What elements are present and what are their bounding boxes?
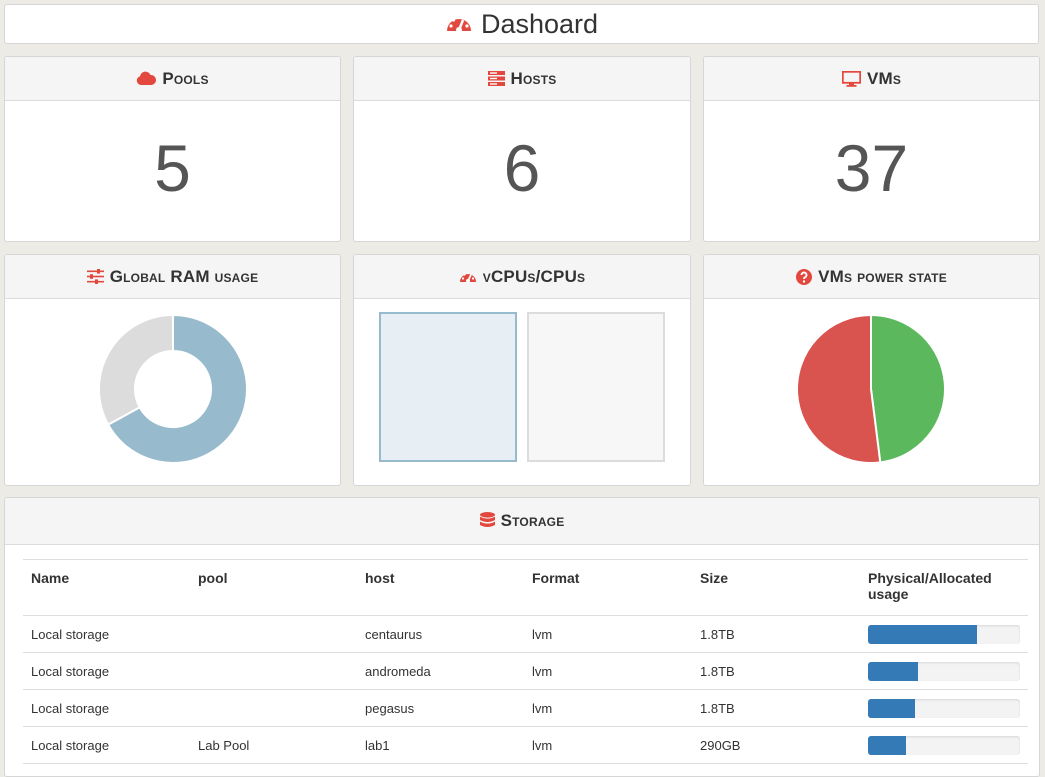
server-icon (487, 71, 505, 86)
storage-panel: Storage Name pool host Format Size Physi… (4, 497, 1040, 777)
monitor-icon (841, 70, 861, 87)
storage-format-cell: lvm (524, 689, 692, 727)
bar-vCPUs[interactable] (379, 312, 517, 462)
storage-usage-cell (860, 652, 1028, 690)
pie-slice-free[interactable] (98, 313, 174, 427)
storage-name-cell: Local storage (23, 726, 190, 764)
sliders-icon (86, 269, 104, 284)
usage-progress-bar (868, 698, 1020, 718)
column-header-format[interactable]: Format (524, 559, 692, 616)
column-header-size[interactable]: Size (692, 559, 860, 616)
power-state-header: VMs power state (704, 255, 1039, 299)
ram-donut-chart (98, 313, 248, 464)
pools-panel-header: Pools (5, 57, 340, 101)
vcpu-panel: vCPUs/CPUs (353, 254, 691, 486)
storage-name-cell: Local storage (23, 689, 190, 727)
storage-format-cell: lvm (524, 615, 692, 653)
column-header-pool[interactable]: pool (190, 559, 357, 616)
usage-progress-bar (868, 735, 1020, 755)
usage-progress-bar (868, 624, 1020, 644)
pie-slice-used[interactable] (106, 313, 248, 464)
pie-slice-running[interactable] (870, 313, 946, 464)
dashboard-icon (445, 11, 473, 37)
vms-label: VMs (866, 68, 902, 88)
ram-usage-title: Global RAM usage (109, 266, 259, 286)
page-title-bar: Dashoard (4, 4, 1039, 44)
storage-name-cell: Local storage (23, 615, 190, 653)
storage-pool-cell (190, 652, 357, 690)
cloud-icon (136, 71, 157, 86)
column-header-usage[interactable]: Physical/Allocated usage (860, 559, 1028, 616)
vms-panel-header: VMs (704, 57, 1039, 101)
storage-host-cell: pegasus (357, 689, 524, 727)
database-icon (479, 512, 495, 530)
ram-usage-panel: Global RAM usage (4, 254, 341, 486)
ram-usage-header: Global RAM usage (5, 255, 340, 299)
storage-format-cell: lvm (524, 726, 692, 764)
dashboard-icon (459, 269, 477, 284)
storage-title: Storage (500, 511, 565, 530)
usage-progress-fill (868, 735, 906, 755)
storage-host-cell: centaurus (357, 615, 524, 653)
pools-label: Pools (162, 68, 209, 88)
storage-host-cell: lab1 (357, 726, 524, 764)
question-circle-icon (796, 268, 813, 285)
power-state-pie-chart (796, 313, 946, 464)
usage-progress-fill (868, 698, 916, 718)
storage-size-cell: 290GB (692, 726, 860, 764)
vms-panel: VMs 37 (703, 56, 1040, 242)
vms-count: 37 (834, 131, 909, 205)
power-state-panel: VMs power state (703, 254, 1040, 486)
storage-host-cell: andromeda (357, 652, 524, 690)
bar-CPUs[interactable] (527, 312, 665, 462)
column-header-host[interactable]: host (357, 559, 524, 616)
storage-usage-cell (860, 689, 1028, 727)
storage-table: Name pool host Format Size Physical/Allo… (23, 559, 1028, 764)
hosts-count: 6 (503, 131, 541, 205)
storage-format-cell: lvm (524, 652, 692, 690)
storage-table-header-row: Name pool host Format Size Physical/Allo… (23, 559, 1028, 616)
table-row[interactable]: Local storage andromeda lvm 1.8TB (23, 652, 1028, 690)
pie-slice-halted[interactable] (796, 313, 882, 464)
page-title: Dashoard (480, 8, 599, 39)
vcpu-title: vCPUs/CPUs (482, 266, 586, 286)
usage-progress-bar (868, 661, 1020, 681)
vcpu-header: vCPUs/CPUs (354, 255, 690, 299)
storage-name-cell: Local storage (23, 652, 190, 690)
storage-usage-cell (860, 726, 1028, 764)
column-header-name[interactable]: Name (23, 559, 190, 616)
storage-header: Storage (5, 498, 1039, 545)
vcpu-bar-chart (379, 312, 665, 462)
storage-pool-cell (190, 689, 357, 727)
table-row[interactable]: Local storage pegasus lvm 1.8TB (23, 689, 1028, 727)
storage-size-cell: 1.8TB (692, 615, 860, 653)
pools-panel: Pools 5 (4, 56, 341, 242)
table-row[interactable]: Local storage centaurus lvm 1.8TB (23, 615, 1028, 653)
pools-count: 5 (154, 131, 191, 205)
storage-pool-cell (190, 615, 357, 653)
storage-size-cell: 1.8TB (692, 652, 860, 690)
storage-size-cell: 1.8TB (692, 689, 860, 727)
hosts-panel: Hosts 6 (353, 56, 691, 242)
table-row[interactable]: Local storage Lab Pool lab1 lvm 290GB (23, 726, 1028, 764)
hosts-label: Hosts (510, 68, 557, 88)
power-state-title: VMs power state (818, 266, 947, 286)
usage-progress-fill (868, 661, 919, 681)
storage-usage-cell (860, 615, 1028, 653)
hosts-panel-header: Hosts (354, 57, 690, 101)
usage-progress-fill (868, 624, 978, 644)
storage-pool-cell: Lab Pool (190, 726, 357, 764)
